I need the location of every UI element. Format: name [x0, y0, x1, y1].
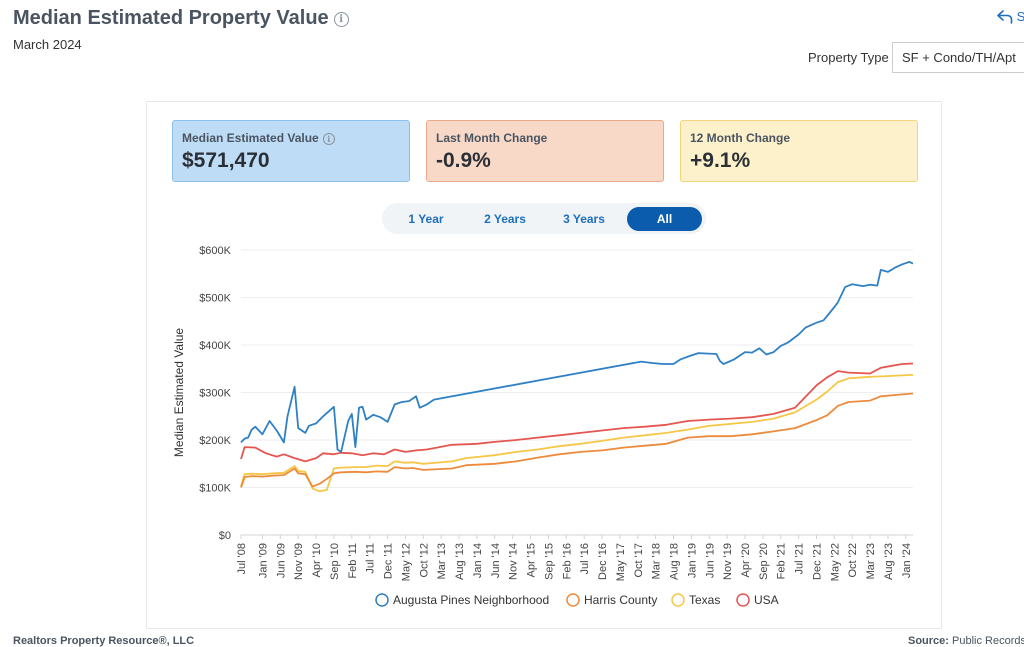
legend-marker [566, 593, 580, 607]
x-tick-label: Apr '20 [740, 543, 752, 578]
range-2-years-button[interactable]: 2 Years [484, 212, 526, 226]
x-tick-label: Mar '13 [436, 543, 448, 579]
x-tick-label: Sep '15 [543, 543, 555, 580]
y-tick-label: $600K [199, 245, 231, 257]
x-tick-label: Jan '19 [686, 543, 698, 578]
twelve-month-change-card: 12 Month Change +9.1% [680, 120, 918, 182]
page-title: Median Estimated Property Value i [13, 7, 349, 30]
series-line [240, 392, 914, 488]
range-1-year-button[interactable]: 1 Year [408, 212, 444, 226]
x-tick-label: Dec '21 [811, 543, 823, 580]
x-tick-label: Dec '11 [383, 543, 395, 579]
y-tick-label: $100K [199, 483, 231, 495]
x-tick-label: Jul '21 [794, 543, 806, 574]
card-label: Last Month Change [436, 131, 548, 145]
series-line [240, 374, 914, 493]
legend-marker [375, 593, 389, 607]
card-value: +9.1% [690, 149, 751, 172]
x-tick-label: May '12 [400, 543, 412, 581]
legend-label: Texas [689, 593, 720, 607]
x-tick-label: Jan '24 [901, 543, 913, 578]
chart-panel: Median Estimated Value i $571,470 Last Mo… [146, 101, 942, 629]
y-tick-label: $0 [219, 530, 231, 542]
x-tick-label: Sep '20 [758, 543, 770, 580]
x-tick-label: Aug '23 [883, 543, 895, 580]
legend-label: Augusta Pines Neighborhood [393, 593, 549, 607]
y-axis-label: Median Estimated Value [172, 328, 186, 458]
x-tick-label: Jun '09 [275, 543, 287, 578]
range-3-years-button[interactable]: 3 Years [563, 212, 605, 226]
y-tick-label: $400K [199, 340, 231, 352]
x-tick-label: Oct '17 [633, 543, 645, 578]
footer-copyright: Realtors Property Resource®, LLC [13, 635, 195, 647]
x-tick-label: Jul '16 [579, 543, 591, 574]
x-tick-label: Jun '19 [704, 543, 716, 578]
x-tick-label: Jan '09 [257, 543, 269, 578]
x-tick-label: Mar '18 [651, 543, 663, 579]
x-tick-label: Nov '14 [508, 543, 520, 580]
x-tick-label: Aug '18 [669, 543, 681, 580]
card-label: Median Estimated Value i [182, 131, 400, 145]
legend-marker [736, 593, 750, 607]
x-tick-label: Feb '21 [776, 543, 788, 579]
card-value: -0.9% [436, 149, 491, 172]
legend-label: Harris County [584, 593, 657, 607]
y-tick-label: $200K [199, 435, 231, 447]
x-tick-label: Nov '09 [293, 543, 305, 580]
x-tick-label: Feb '16 [561, 543, 573, 579]
x-tick-label: May '17 [615, 543, 627, 581]
x-tick-label: May '22 [829, 543, 841, 581]
x-tick-label: Sep '10 [329, 543, 341, 580]
line-chart: $0 $100K $200K $300K $400K $500K $600K Jul '08 J… [172, 245, 914, 607]
property-type-label: Property Type [808, 50, 889, 65]
x-tick-label: Feb '11 [347, 543, 359, 579]
legend-label: USA [754, 593, 779, 607]
x-tick-label: Jun '14 [490, 543, 502, 578]
series-line [240, 261, 914, 453]
page-subtitle: March 2024 [13, 37, 82, 52]
y-tick-label: $300K [199, 388, 231, 400]
x-tick-label: Mar '23 [865, 543, 877, 579]
property-type-select[interactable]: SF + Condo/TH/Apt [892, 42, 1024, 73]
x-tick-label: Oct '12 [418, 543, 430, 578]
time-range-selector: 1 Year 2 Years 3 Years All [382, 203, 706, 234]
x-tick-label: Jan '14 [472, 543, 484, 578]
x-tick-label: Apr '15 [526, 543, 538, 578]
x-tick-label: Aug '13 [454, 543, 466, 580]
share-arrow-icon [997, 10, 1013, 24]
footer-source: Source: Public Records a [908, 635, 1024, 647]
x-tick-label: Oct '22 [847, 543, 859, 578]
info-icon[interactable]: i [333, 12, 349, 27]
info-icon[interactable]: i [322, 133, 335, 145]
median-value-card: Median Estimated Value i $571,470 [172, 120, 410, 182]
x-tick-label: Dec '16 [597, 543, 609, 580]
card-label: 12 Month Change [690, 131, 791, 145]
series-line [240, 362, 914, 463]
x-tick-label: Nov '19 [722, 543, 734, 580]
range-all-button[interactable]: All [627, 207, 702, 231]
share-label: S [1016, 9, 1024, 24]
x-tick-label: Jul '11 [365, 543, 377, 574]
x-tick-label: Apr '10 [311, 543, 323, 578]
y-tick-label: $500K [199, 293, 231, 305]
share-button[interactable]: S [997, 9, 1024, 24]
card-value: $571,470 [182, 149, 270, 172]
last-month-change-card: Last Month Change -0.9% [426, 120, 664, 182]
x-tick-label: Jul '08 [236, 543, 248, 574]
legend-marker [671, 593, 685, 607]
